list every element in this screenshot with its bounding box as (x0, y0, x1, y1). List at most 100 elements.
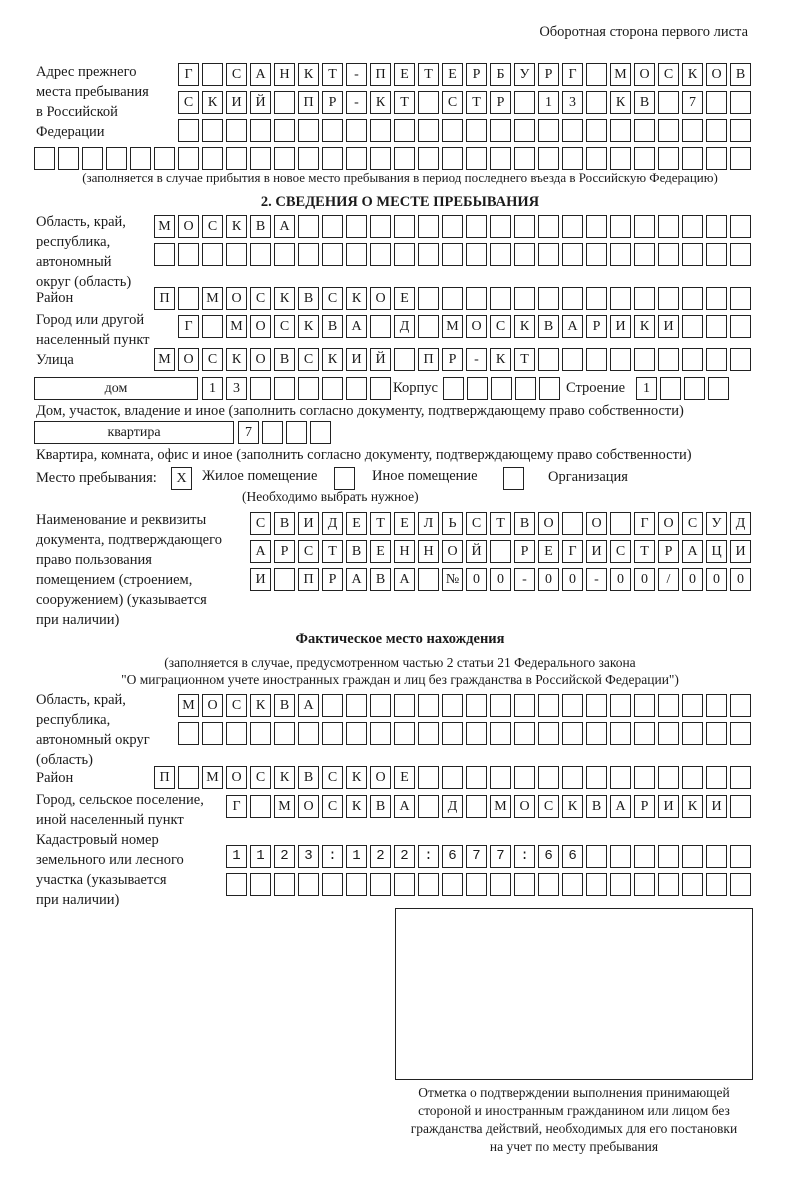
char-cell[interactable] (658, 694, 679, 717)
char-cell[interactable] (442, 147, 463, 170)
char-cell[interactable] (394, 694, 415, 717)
char-cell[interactable] (490, 540, 511, 563)
char-cell[interactable] (274, 873, 295, 896)
char-cell[interactable]: К (562, 795, 583, 818)
char-cell[interactable] (562, 512, 583, 535)
char-cell[interactable]: В (346, 540, 367, 563)
char-cell[interactable] (514, 845, 535, 868)
char-cell[interactable] (586, 119, 607, 142)
char-cell[interactable] (610, 287, 631, 310)
char-cell[interactable] (538, 845, 559, 868)
prev-address-row-4[interactable] (34, 147, 754, 170)
char-cell[interactable] (466, 215, 487, 238)
char-cell[interactable] (442, 243, 463, 266)
char-cell[interactable] (586, 694, 607, 717)
char-cell[interactable] (586, 348, 607, 371)
char-cell[interactable]: - (346, 91, 367, 114)
char-cell[interactable] (706, 215, 727, 238)
char-cell[interactable] (322, 243, 343, 266)
char-cell[interactable]: Л (418, 512, 439, 535)
char-cell[interactable]: С (226, 63, 247, 86)
char-cell[interactable] (538, 147, 559, 170)
char-cell[interactable] (562, 287, 583, 310)
char-cell[interactable] (539, 377, 560, 400)
char-cell[interactable] (34, 147, 55, 170)
korpus-row[interactable] (443, 377, 563, 400)
char-cell[interactable] (202, 63, 223, 86)
char-cell[interactable] (658, 243, 679, 266)
char-cell[interactable]: К (370, 91, 391, 114)
char-cell[interactable] (634, 766, 655, 789)
char-cell[interactable] (562, 119, 583, 142)
char-cell[interactable] (490, 147, 511, 170)
char-cell[interactable] (322, 119, 343, 142)
char-cell[interactable]: Т (394, 91, 415, 114)
char-cell[interactable] (682, 722, 703, 745)
char-cell[interactable] (490, 694, 511, 717)
char-cell[interactable] (466, 766, 487, 789)
char-cell[interactable] (466, 243, 487, 266)
char-cell[interactable] (730, 147, 751, 170)
char-cell[interactable] (706, 147, 727, 170)
char-cell[interactable] (586, 147, 607, 170)
char-cell[interactable]: К (346, 795, 367, 818)
char-cell[interactable]: П (154, 287, 175, 310)
char-cell[interactable]: О (226, 287, 247, 310)
char-cell[interactable]: К (226, 215, 247, 238)
char-cell[interactable] (370, 377, 391, 400)
char-cell[interactable]: Н (418, 540, 439, 563)
char-cell[interactable] (226, 119, 247, 142)
char-cell[interactable] (634, 348, 655, 371)
char-cell[interactable] (442, 119, 463, 142)
char-cell[interactable]: С (226, 694, 247, 717)
char-cell[interactable]: 0 (634, 568, 655, 591)
char-cell[interactable] (538, 119, 559, 142)
option-residential-checkbox[interactable]: X (171, 467, 192, 490)
char-cell[interactable]: - (514, 568, 535, 591)
char-cell[interactable] (490, 119, 511, 142)
char-cell[interactable]: С (610, 540, 631, 563)
char-cell[interactable] (586, 873, 607, 896)
char-cell[interactable]: В (274, 694, 295, 717)
char-cell[interactable] (274, 845, 295, 868)
char-cell[interactable]: А (394, 568, 415, 591)
cadastral-row-2[interactable] (226, 873, 754, 896)
char-cell[interactable]: Й (370, 348, 391, 371)
region-row-2[interactable] (154, 243, 754, 266)
char-cell[interactable] (610, 873, 631, 896)
char-cell[interactable]: К (682, 63, 703, 86)
char-cell[interactable] (394, 147, 415, 170)
char-cell[interactable]: Т (514, 348, 535, 371)
char-cell[interactable]: С (298, 348, 319, 371)
char-cell[interactable] (706, 873, 727, 896)
char-cell[interactable]: Й (466, 540, 487, 563)
char-cell[interactable] (298, 722, 319, 745)
char-cell[interactable] (730, 119, 751, 142)
char-cell[interactable] (706, 722, 727, 745)
char-cell[interactable] (708, 377, 729, 400)
char-cell[interactable] (562, 873, 583, 896)
char-cell[interactable]: 1 (538, 91, 559, 114)
char-cell[interactable] (418, 694, 439, 717)
char-cell[interactable]: И (658, 315, 679, 338)
char-cell[interactable] (82, 147, 103, 170)
actual-region-row-2[interactable] (178, 722, 754, 745)
house-type-field[interactable]: дом (34, 377, 198, 400)
char-cell[interactable]: О (226, 766, 247, 789)
char-cell[interactable] (730, 795, 751, 818)
char-cell[interactable] (346, 377, 367, 400)
char-cell[interactable]: У (706, 512, 727, 535)
char-cell[interactable]: К (346, 287, 367, 310)
char-cell[interactable] (490, 287, 511, 310)
char-cell[interactable]: 3 (562, 91, 583, 114)
char-cell[interactable]: 0 (490, 568, 511, 591)
char-cell[interactable] (610, 766, 631, 789)
char-cell[interactable] (250, 722, 271, 745)
char-cell[interactable] (442, 694, 463, 717)
char-cell[interactable]: Д (730, 512, 751, 535)
char-cell[interactable] (538, 215, 559, 238)
char-cell[interactable] (467, 377, 488, 400)
char-cell[interactable] (466, 694, 487, 717)
char-cell[interactable]: А (250, 540, 271, 563)
char-cell[interactable] (370, 147, 391, 170)
